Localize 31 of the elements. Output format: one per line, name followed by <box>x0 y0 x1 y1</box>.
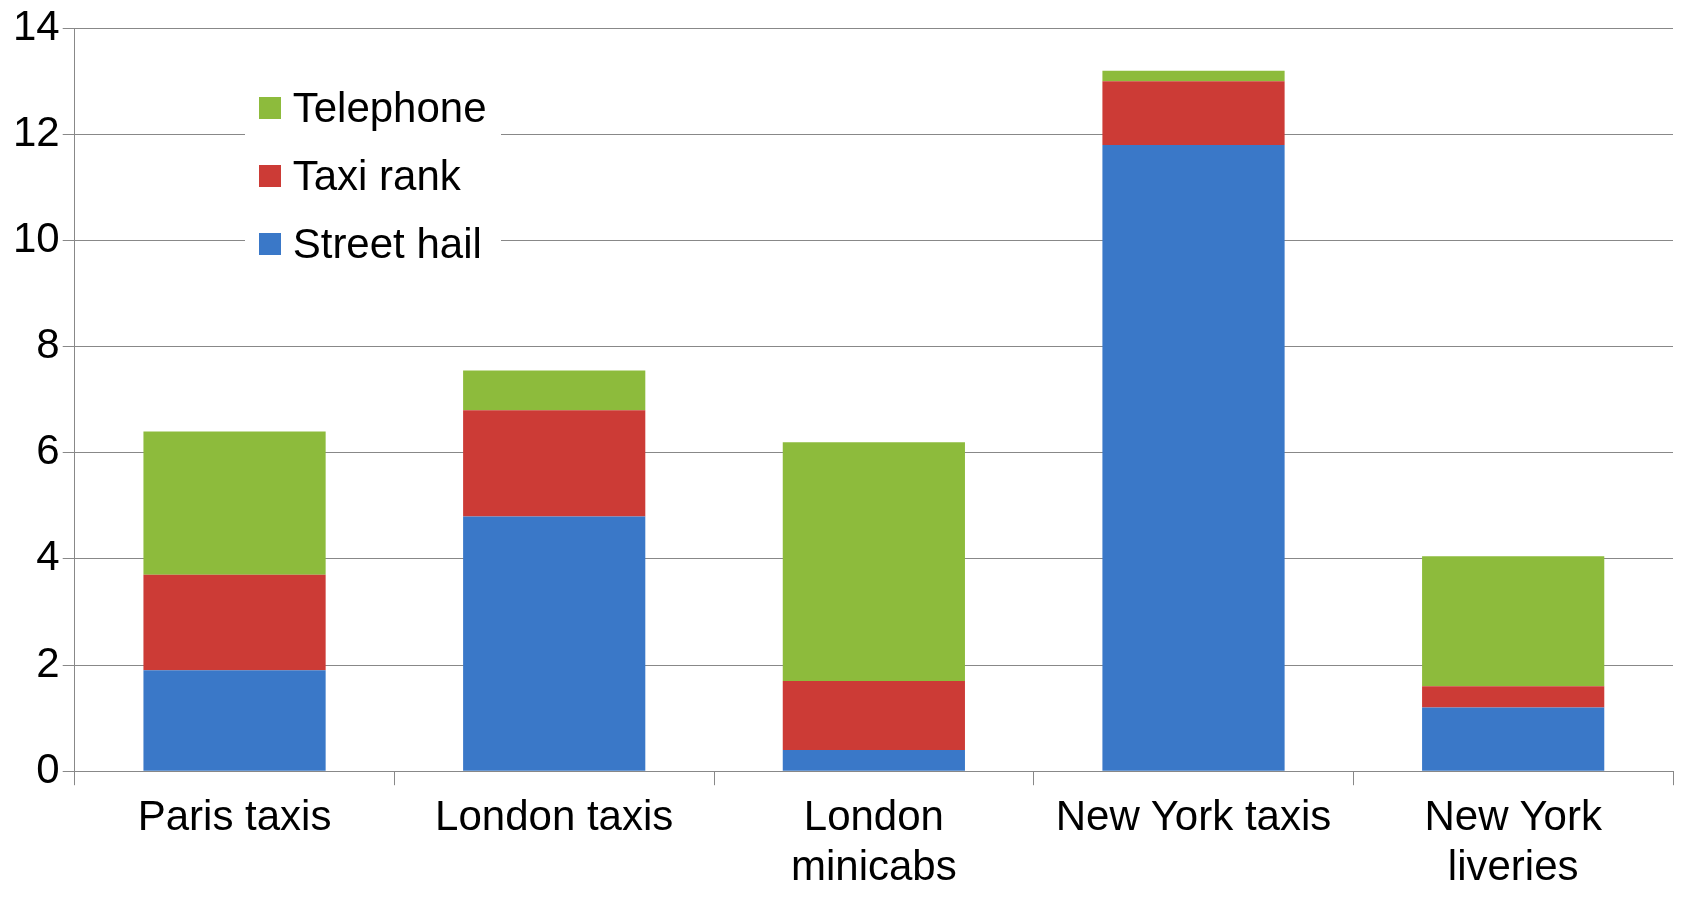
x-tick-label: London minicabs <box>790 791 957 890</box>
y-tick-label: 0 <box>36 744 60 792</box>
bar <box>463 410 646 517</box>
bar <box>463 370 646 411</box>
bar <box>143 574 326 671</box>
bar <box>782 749 965 771</box>
x-tick-label: New York taxis <box>1055 791 1332 839</box>
bar <box>1422 556 1605 687</box>
y-tick-label: 8 <box>36 320 60 368</box>
bar <box>1422 686 1605 708</box>
bar <box>782 680 965 750</box>
x-tick-label: New York liveries <box>1424 791 1603 890</box>
bar <box>143 670 326 771</box>
y-tick-label: 4 <box>36 532 60 580</box>
x-tick-label: London taxis <box>435 791 674 839</box>
y-tick-label: 6 <box>36 426 60 474</box>
legend-label: Taxi rank <box>291 151 462 202</box>
bar <box>782 442 965 681</box>
x-tick-label: Paris taxis <box>137 791 332 839</box>
y-tick-label: 14 <box>13 1 60 49</box>
bar <box>1102 144 1285 771</box>
bar <box>143 431 326 575</box>
bar <box>463 516 646 771</box>
y-tick-label: 12 <box>13 107 60 155</box>
legend-label: Telephone <box>291 83 487 134</box>
legend-label: Street hail <box>291 219 483 270</box>
y-tick-label: 2 <box>36 638 60 686</box>
bar <box>1102 81 1285 145</box>
bar <box>1102 70 1285 82</box>
bar <box>1422 707 1605 771</box>
y-tick-label: 10 <box>13 214 60 262</box>
